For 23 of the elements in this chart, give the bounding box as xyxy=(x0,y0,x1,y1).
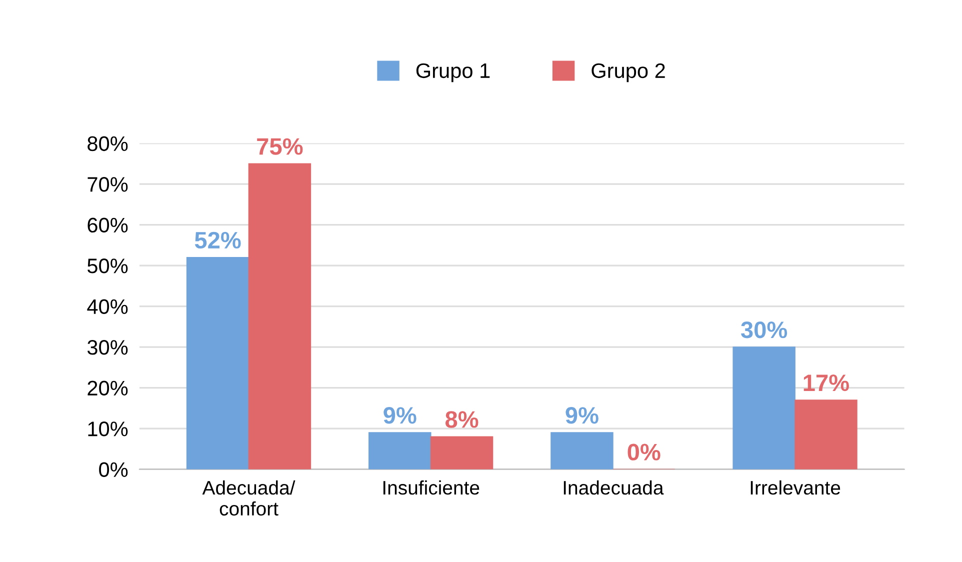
x-tick-label: Inadecuada xyxy=(564,480,664,495)
y-tick-label: 0% xyxy=(99,462,128,478)
x-tick-label: Adecuada/ confort xyxy=(202,480,296,516)
legend-label: Grupo 1 xyxy=(416,63,490,82)
x-tick-label: Insuficiente xyxy=(383,480,480,495)
y-tick-label: 10% xyxy=(88,422,128,436)
legend-label: Grupo 2 xyxy=(592,63,665,82)
y-tick-label: 60% xyxy=(88,218,128,233)
data-label: 52% xyxy=(194,232,241,249)
data-label: 9% xyxy=(384,407,416,424)
data-label: 0% xyxy=(628,444,660,460)
y-tick-label: 50% xyxy=(88,258,128,274)
y-tick-label: 70% xyxy=(88,177,128,192)
y-tick-label: 40% xyxy=(87,299,128,314)
y-tick-label: 80% xyxy=(88,136,128,152)
data-label: 8% xyxy=(445,411,478,428)
data-label: 17% xyxy=(804,374,849,392)
x-tick-label: Irrelevante xyxy=(750,480,840,495)
y-tick-label: 30% xyxy=(87,340,128,355)
data-label: 9% xyxy=(566,407,598,424)
data-label: 75% xyxy=(257,138,303,155)
y-tick-label: 20% xyxy=(88,380,128,396)
data-label: 30% xyxy=(740,321,788,338)
